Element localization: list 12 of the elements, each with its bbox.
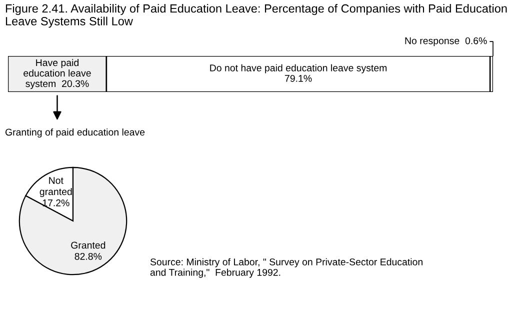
slice-label: Not granted — [40, 177, 72, 198]
text: No response 0.6% — [405, 37, 487, 46]
chart-title: Figure 2.41. Availability of Paid Education Leave: Percentage of Companies with Paid Education Leave Systems Still Low — [6, 4, 507, 28]
pie-slice — [18, 166, 128, 276]
chart-title: Granting of paid education leave — [5, 128, 145, 138]
source-note: Source: Ministry of Labor, " Survey on Private-Sector Education and Training," February 1992. — [150, 258, 422, 278]
series-label: Do not have paid education leave system — [210, 64, 387, 74]
data-label: 82.8% — [74, 252, 102, 260]
data-label: 79.1% — [284, 74, 312, 82]
text: Have paid education leave system 20.3% — [24, 58, 91, 90]
slice-label: Granted — [71, 242, 106, 249]
data-label: 17.2% — [42, 199, 70, 206]
